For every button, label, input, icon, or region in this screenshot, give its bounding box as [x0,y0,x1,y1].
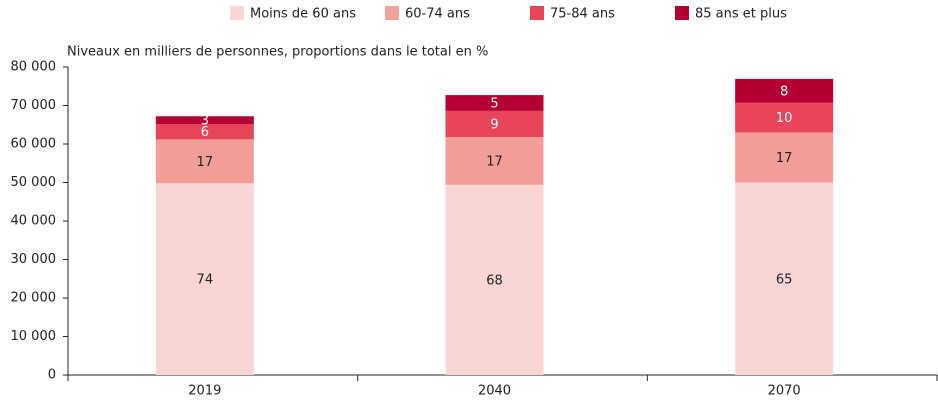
y-tick-label: 40 000 [11,214,57,229]
legend-label: Moins de 60 ans [250,7,356,22]
legend-label: 75-84 ans [550,7,615,22]
y-tick-label: 10 000 [11,329,57,344]
x-tick-label: 2040 [478,384,511,399]
x-tick-label: 2070 [768,384,801,399]
bar-segment [735,102,834,133]
bar-segment [155,116,254,124]
legend-swatch [230,6,244,20]
bar-segment [155,123,254,140]
y-tick-label: 30 000 [11,252,57,267]
y-tick-label: 80 000 [11,60,57,75]
y-tick-label: 20 000 [11,291,57,306]
y-tick-label: 0 [48,368,56,383]
bar-segment [155,139,254,184]
bar-segment [155,183,254,375]
bar-segment [735,182,834,375]
data-label: 5 [490,96,498,111]
bar-segment [735,132,834,183]
y-tick-label: 50 000 [11,175,57,190]
data-label: 17 [486,154,503,169]
legend-label: 60-74 ans [405,7,470,22]
data-label: 65 [776,272,793,287]
x-tick-label: 2019 [188,384,221,399]
bar-segment [735,78,834,103]
bar-segment [445,110,544,138]
data-label: 17 [197,155,214,170]
data-label: 9 [490,117,498,132]
bar-segment [445,95,544,111]
data-label: 6 [201,125,209,140]
chart-subtitle: Niveaux en milliers de personnes, propor… [67,45,488,60]
y-tick-label: 60 000 [11,137,57,152]
bar-segment [445,137,544,185]
legend-swatch [530,6,544,20]
data-label: 17 [776,151,793,166]
data-label: 74 [197,273,214,288]
data-label: 8 [780,84,788,99]
data-label: 68 [486,273,503,288]
data-label: 3 [201,114,209,129]
data-label: 10 [776,111,793,126]
y-tick-label: 70 000 [11,98,57,113]
legend-swatch [675,6,689,20]
legend-swatch [385,6,399,20]
bar-segment [445,184,544,375]
legend-label: 85 ans et plus [695,7,787,22]
